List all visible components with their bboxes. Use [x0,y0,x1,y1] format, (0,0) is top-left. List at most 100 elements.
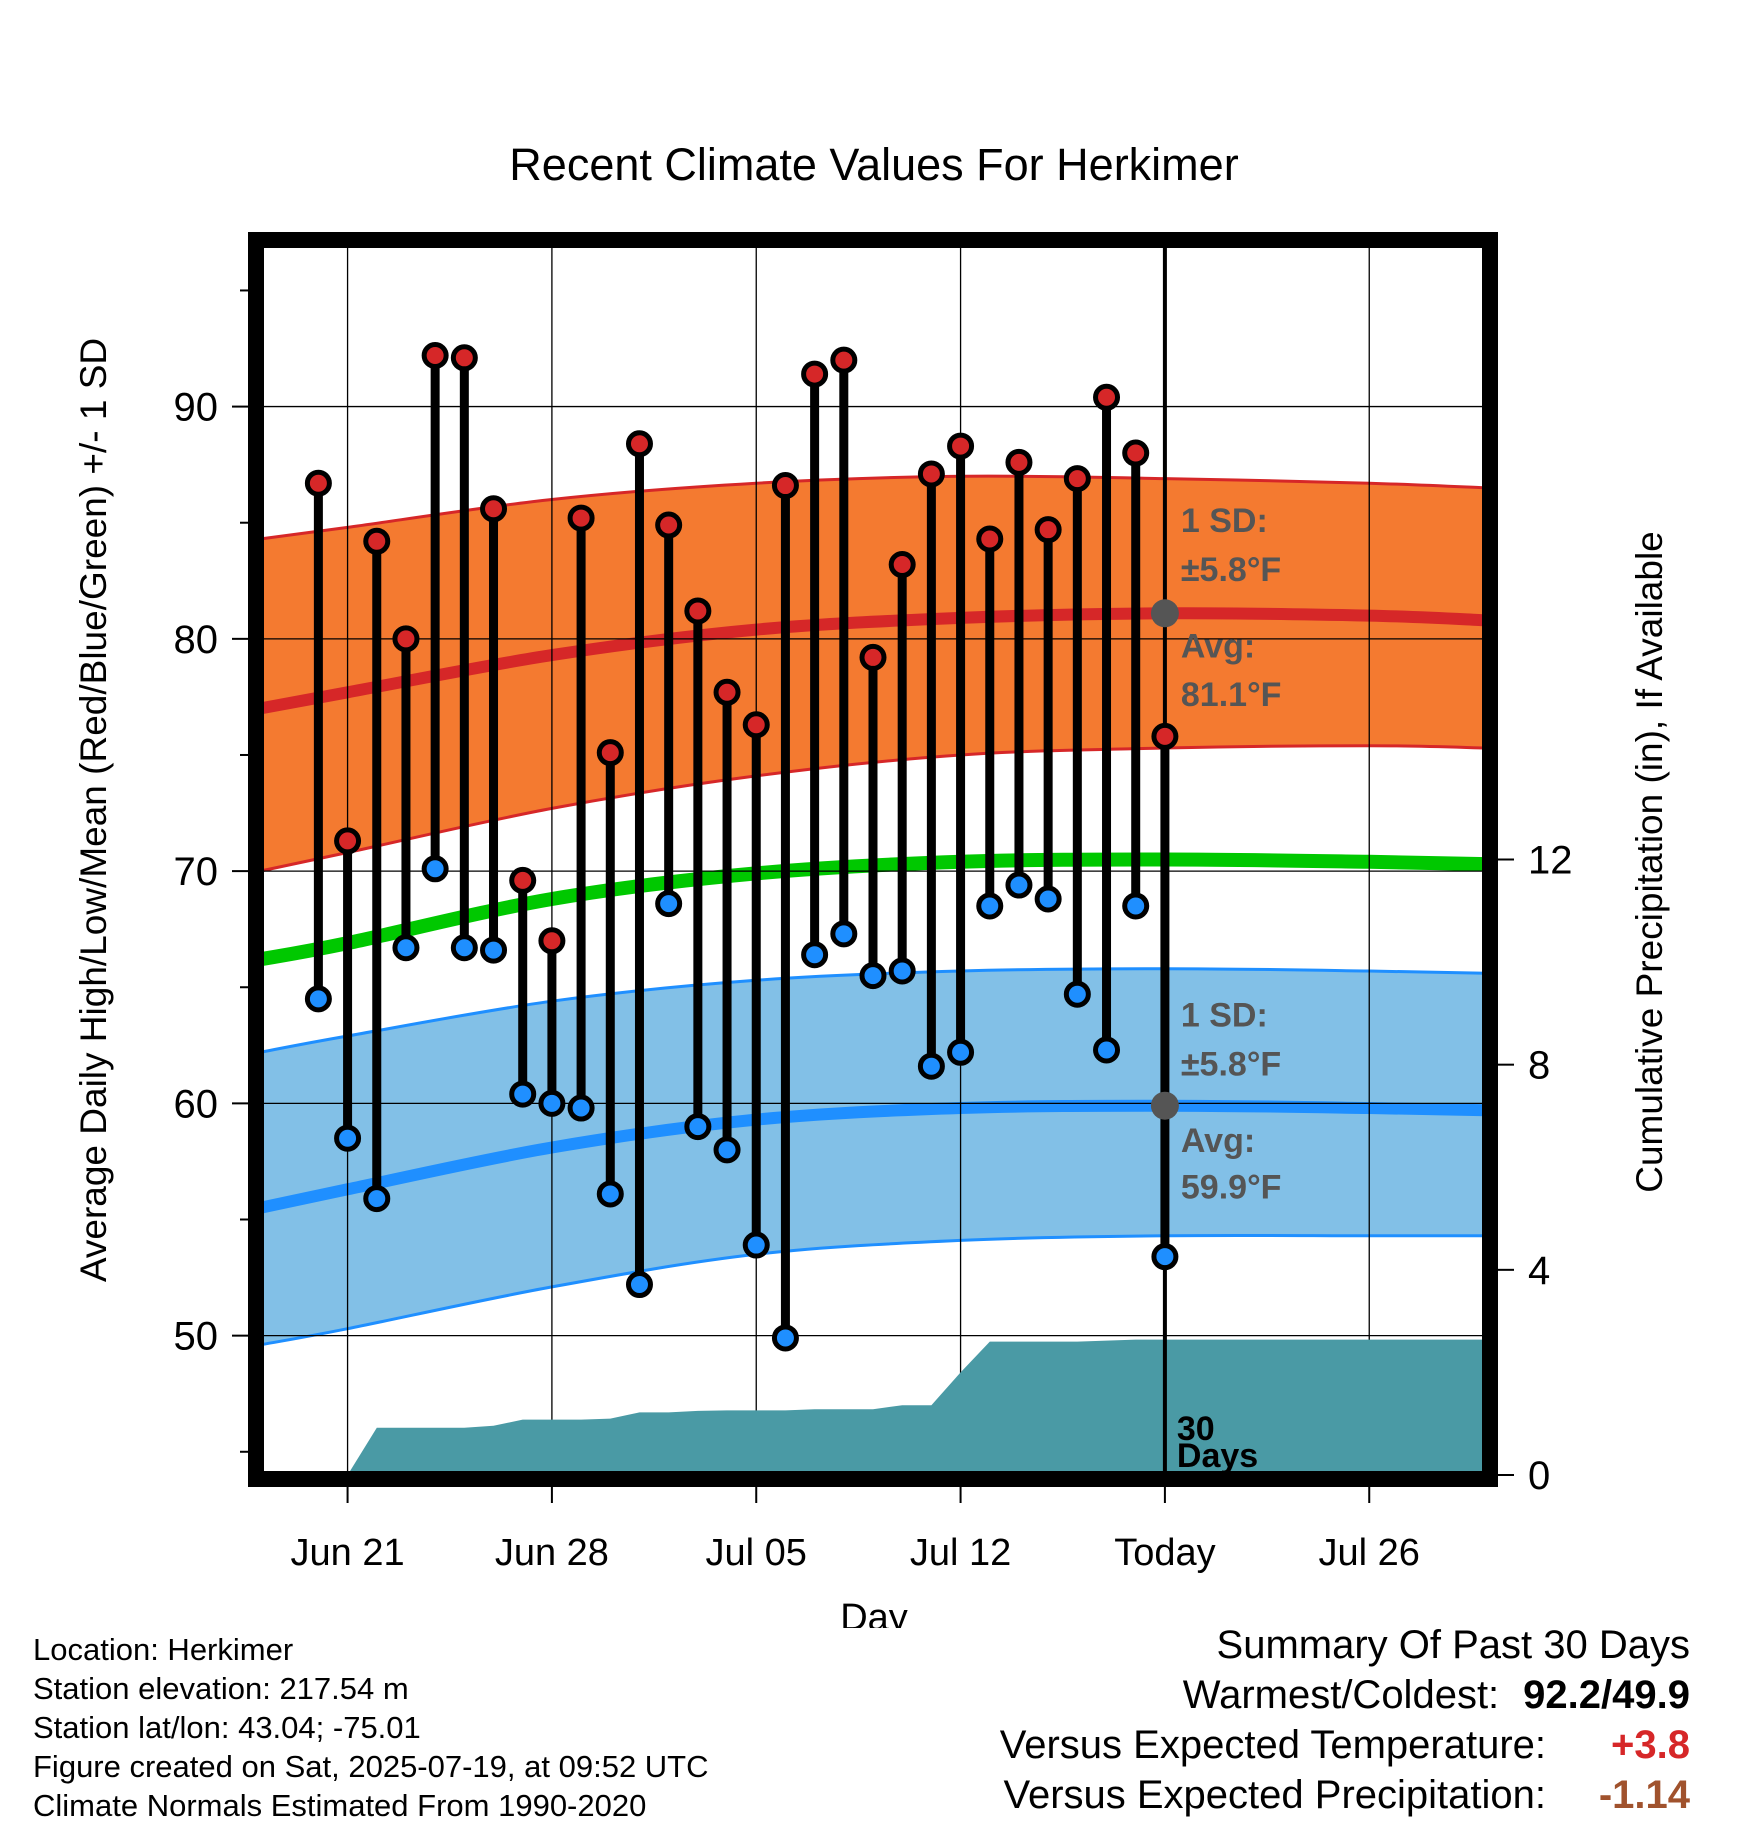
elevation-text: Station elevation: 217.54 m [33,1671,409,1706]
low-temp-point [509,1080,537,1108]
high-temp-point [801,360,829,388]
low-temp-point [830,920,858,948]
high-avg-value: 81.1°F [1181,676,1282,714]
y-tick-label: 90 [174,386,219,430]
high-temp-point [947,432,975,460]
y-tick-label: 70 [174,850,219,894]
y-tick-label: 60 [174,1082,219,1126]
low-avg-line [258,1099,1487,1214]
days-label-text: Days [1177,1437,1258,1475]
created-text: Figure created on Sat, 2025-07-19, at 09… [33,1749,709,1784]
high-avg-marker [1150,599,1179,628]
low-temp-point [1122,892,1150,920]
high-temp-point [567,504,595,532]
high-temp-point [1093,383,1121,411]
normals-text: Climate Normals Estimated From 1990-2020 [33,1788,647,1823]
low-avg-label: Avg: [1181,1122,1255,1160]
high-temp-point [392,625,420,653]
low-temp-point [596,1180,624,1208]
high-avg-line [258,607,1487,715]
summary-temp-row: Versus Expected Temperature: +3.8 [1000,1720,1690,1770]
days-label-number: 30 [1177,1410,1215,1448]
x-tick-label: Jul 26 [1319,1532,1420,1574]
low-temp-point [801,941,829,969]
mean-line [258,852,1487,967]
low-temp-point [480,936,508,964]
high-temp-point [655,511,683,539]
y-tick-label: 50 [174,1315,219,1359]
low-temp-point [742,1231,770,1259]
temp-value: +3.8 [1611,1723,1690,1767]
x-tick-label: Jul 05 [706,1532,807,1574]
low-temp-point [771,1324,799,1352]
warmest-label: Warmest/Coldest: [1182,1673,1500,1717]
low-temp-point [859,962,887,990]
high-avg-label: Avg: [1181,627,1255,665]
plot-frame [248,232,1498,1487]
low-temp-point [976,892,1004,920]
low-temp-point [947,1038,975,1066]
low-temp-point [713,1136,741,1164]
high-sd-band-lower-edge [259,744,1487,873]
summary-panel: Summary Of Past 30 Days Warmest/Coldest:… [1000,1620,1690,1820]
summary-warmest-row: Warmest/Coldest: 92.2/49.9 [1000,1670,1690,1720]
high-sd-value: ±5.8°F [1181,551,1281,589]
high-temp-point [917,460,945,488]
high-temp-point [1122,439,1150,467]
high-temp-point [625,430,653,458]
precip-label: Versus Expected Precipitation: [1003,1773,1546,1817]
high-temp-point [713,678,741,706]
summary-precip-row: Versus Expected Precipitation: -1.14 [1000,1770,1690,1820]
y2-tick-label: 0 [1528,1454,1550,1498]
low-temp-point [392,934,420,962]
high-temp-point [830,346,858,374]
low-temp-point [684,1113,712,1141]
station-info: Location: Herkimer Station elevation: 21… [33,1630,709,1825]
high-temp-point [888,551,916,579]
low-sd-label: 1 SD: [1181,997,1268,1035]
x-axis-label: Day [840,1597,908,1628]
x-tick-label: Jul 12 [910,1532,1011,1574]
low-temp-point [1063,980,1091,1008]
location-text: Location: Herkimer [33,1632,294,1667]
axes: 50 60 70 80 90 0 4 8 12 Jun 21 Jun 28 Jul 05 Jul 12 T… [174,232,1573,1574]
high-sd-band-upper-edge [259,474,1487,541]
y2-tick-label: 12 [1528,839,1573,883]
y2-axis-label: Cumulative Precipitation (in), If Availa… [1629,531,1670,1193]
low-temp-point [363,1185,391,1213]
summary-title: Summary Of Past 30 Days [1216,1623,1690,1667]
high-sd-label: 1 SD: [1181,502,1268,540]
high-temp-point [509,866,537,894]
high-temp-point [480,495,508,523]
high-temp-point [363,527,391,555]
y-tick-label: 80 [174,618,219,662]
low-temp-point [421,855,449,883]
high-temp-point [1063,465,1091,493]
y-axis-label: Average Daily High/Low/Mean (Red/Blue/Gr… [73,338,114,1282]
low-temp-point [567,1094,595,1122]
x-tick-label: Today [1114,1532,1215,1574]
low-temp-point [917,1052,945,1080]
warmest-value: 92.2/49.9 [1523,1673,1690,1717]
high-temp-point [684,597,712,625]
high-temp-point [742,711,770,739]
high-temp-point [304,469,332,497]
low-temp-point [1034,885,1062,913]
high-temp-point [538,927,566,955]
low-temp-point [1151,1243,1179,1271]
low-temp-point [1005,871,1033,899]
temp-label: Versus Expected Temperature: [999,1723,1546,1767]
y2-tick-label: 4 [1528,1249,1550,1293]
high-temp-point [1034,516,1062,544]
precip-layer [347,1339,1487,1475]
low-temp-point [304,985,332,1013]
high-temp-point [976,525,1004,553]
low-temp-point [888,957,916,985]
low-temp-point [538,1089,566,1117]
low-temp-point [334,1124,362,1152]
low-sd-band [260,968,1486,1345]
y2-tick-label: 8 [1528,1044,1550,1088]
low-sd-band-lower-edge [259,1233,1486,1347]
high-temp-point [334,827,362,855]
low-temp-point [625,1271,653,1299]
